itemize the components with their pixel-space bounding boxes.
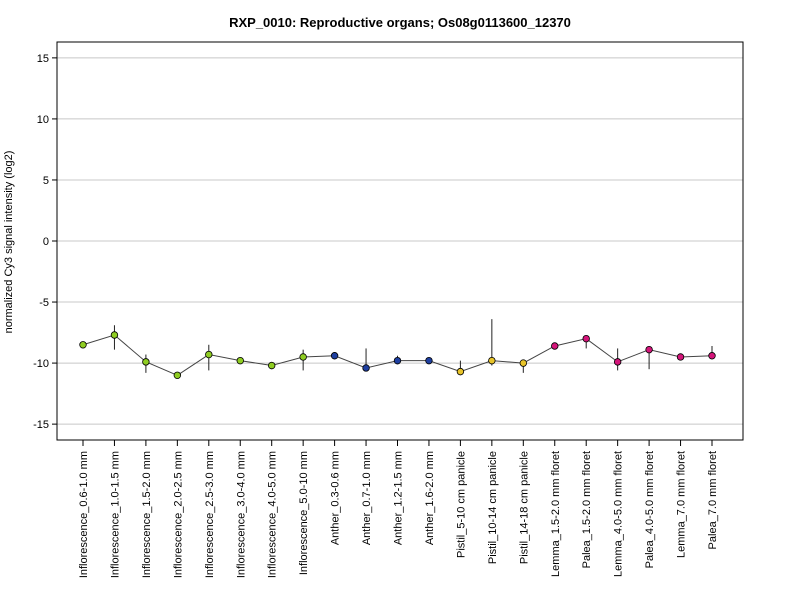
y-tick-label: -10 [33, 358, 49, 370]
x-tick-label: Palea_7.0 mm floret [707, 451, 719, 549]
x-tick-label: Anther_0.7-1.0 mm [361, 451, 373, 545]
data-point [456, 367, 465, 376]
y-tick-label: 0 [43, 236, 49, 248]
data-series [79, 319, 716, 379]
plot-frame [56, 41, 744, 441]
data-point [551, 342, 559, 350]
x-tick-label: Lemma_7.0 mm floret [676, 451, 688, 558]
data-point [299, 353, 307, 361]
x-tick-label: Inflorescence_3.0-4.0 mm [235, 451, 247, 578]
y-tick-label: -15 [33, 419, 49, 431]
x-tick-label: Anther_1.2-1.5 mm [393, 451, 405, 545]
y-axis-label: normalized Cy3 signal intensity (log2) [3, 151, 15, 334]
data-point [645, 345, 653, 354]
x-tick-label: Lemma_4.0-5.0 mm floret [613, 451, 625, 577]
data-point [708, 352, 716, 360]
data-point [393, 356, 402, 365]
data-point [519, 359, 527, 367]
data-point [330, 352, 339, 360]
x-tick-label: Pistil_10-14 cm panicle [487, 451, 499, 564]
data-point [142, 358, 150, 366]
x-tick-label: Pistil_5-10 cm panicle [455, 451, 467, 558]
data-point [205, 350, 213, 359]
data-point [362, 364, 370, 372]
data-point [613, 358, 622, 366]
x-tick-label: Anther_0.3-0.6 mm [330, 451, 342, 545]
data-point [425, 356, 433, 365]
data-point [268, 361, 276, 370]
x-tick-label: Inflorescence_2.0-2.5 mm [172, 451, 184, 578]
y-axis: 15 10 5 0 -5 -10 -15 [33, 53, 57, 431]
y-tick-label: 15 [37, 53, 49, 65]
grid-lines [57, 57, 743, 425]
x-tick-label: Anther_1.6-2.0 mm [424, 451, 436, 545]
data-point [488, 356, 496, 365]
data-point [110, 331, 119, 339]
data-point [676, 353, 685, 361]
x-tick-label: Inflorescence_5.0-10 mm [298, 451, 310, 575]
y-tick-label: 5 [43, 175, 49, 187]
data-point [582, 334, 590, 343]
y-tick-label: -5 [39, 297, 49, 309]
x-tick-label: Palea_4.0-5.0 mm floret [644, 451, 656, 568]
x-tick-label: Inflorescence_1.0-1.5 mm [109, 451, 121, 578]
x-tick-label: Palea_1.5-2.0 mm floret [581, 451, 593, 568]
x-tick-label: Pistil_14-18 cm panicle [518, 451, 530, 564]
x-tick-label: Lemma_1.5-2.0 mm floret [550, 451, 562, 577]
x-tick-label: Inflorescence_0.6-1.0 mm [78, 451, 90, 578]
chart-title: RXP_0010: Reproductive organs; Os08g0113… [229, 15, 571, 30]
data-point [236, 356, 244, 365]
x-axis: Inflorescence_0.6-1.0 mm Inflorescence_1.… [78, 440, 719, 578]
data-point [173, 371, 182, 379]
data-point [79, 341, 87, 349]
x-tick-label: Inflorescence_4.0-5.0 mm [267, 451, 279, 578]
x-tick-label: Inflorescence_1.5-2.0 mm [141, 451, 153, 578]
y-tick-label: 10 [37, 114, 49, 126]
x-tick-label: Inflorescence_2.5-3.0 mm [204, 451, 216, 578]
